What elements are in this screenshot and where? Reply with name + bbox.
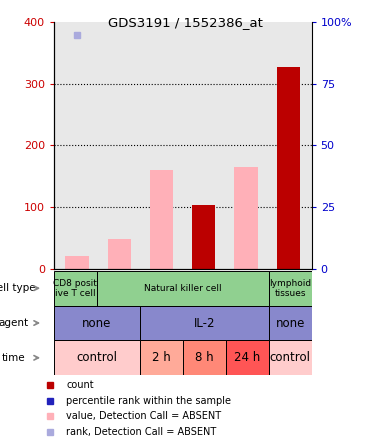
- Text: none: none: [82, 317, 111, 329]
- Bar: [54, 305, 140, 341]
- Bar: [269, 341, 312, 375]
- Text: IL-2: IL-2: [193, 317, 215, 329]
- Text: 24 h: 24 h: [234, 351, 260, 364]
- Bar: [269, 305, 312, 341]
- Bar: [108, 239, 131, 269]
- Text: control: control: [270, 351, 311, 364]
- Bar: [140, 341, 183, 375]
- Text: 8 h: 8 h: [195, 351, 214, 364]
- Text: percentile rank within the sample: percentile rank within the sample: [66, 396, 232, 406]
- Text: Natural killer cell: Natural killer cell: [144, 284, 221, 293]
- Bar: [54, 271, 97, 305]
- Bar: [269, 271, 312, 305]
- Bar: [192, 205, 216, 269]
- Text: time: time: [1, 353, 25, 363]
- Bar: [234, 167, 258, 269]
- Text: CD8 posit
ive T cell: CD8 posit ive T cell: [53, 278, 97, 298]
- Text: control: control: [76, 351, 117, 364]
- Text: lymphoid
tissues: lymphoid tissues: [269, 278, 311, 298]
- Bar: [97, 271, 269, 305]
- Bar: [54, 341, 140, 375]
- Text: none: none: [275, 317, 305, 329]
- Bar: [65, 256, 89, 269]
- Bar: [183, 341, 226, 375]
- Bar: [277, 67, 300, 269]
- Bar: [140, 305, 269, 341]
- Bar: [226, 341, 269, 375]
- Text: rank, Detection Call = ABSENT: rank, Detection Call = ABSENT: [66, 427, 217, 437]
- Bar: [150, 170, 173, 269]
- Text: cell type: cell type: [0, 283, 36, 293]
- Text: 2 h: 2 h: [152, 351, 171, 364]
- Text: value, Detection Call = ABSENT: value, Detection Call = ABSENT: [66, 411, 221, 421]
- Text: count: count: [66, 380, 94, 390]
- Text: GDS3191 / 1552386_at: GDS3191 / 1552386_at: [108, 16, 263, 28]
- Text: agent: agent: [0, 318, 29, 328]
